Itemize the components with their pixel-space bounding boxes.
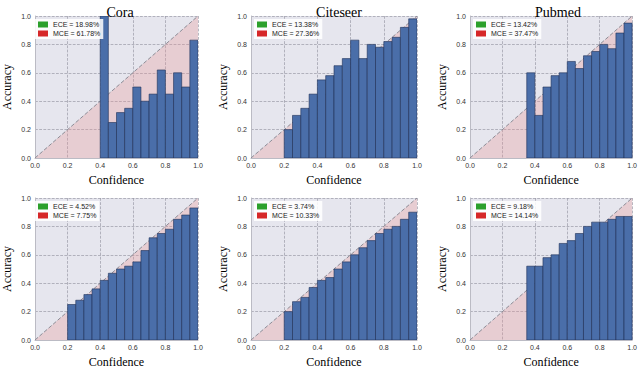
svg-text:MCE = 14.14%: MCE = 14.14% — [491, 212, 538, 219]
svg-text:0.2: 0.2 — [456, 126, 466, 133]
svg-text:0.2: 0.2 — [21, 308, 31, 315]
svg-text:0.0: 0.0 — [246, 162, 256, 169]
svg-text:0.2: 0.2 — [279, 344, 289, 351]
svg-text:Confidence: Confidence — [306, 355, 361, 369]
svg-text:1.0: 1.0 — [627, 344, 637, 351]
svg-text:1.0: 1.0 — [456, 195, 466, 202]
svg-text:1.0: 1.0 — [412, 344, 422, 351]
svg-text:ECE = 4.52%: ECE = 4.52% — [53, 203, 95, 210]
svg-text:Confidence: Confidence — [306, 173, 361, 187]
svg-text:MCE = 10.33%: MCE = 10.33% — [272, 212, 319, 219]
svg-text:Pubmed: Pubmed — [535, 5, 581, 20]
svg-text:0.6: 0.6 — [128, 344, 138, 351]
svg-text:0.0: 0.0 — [237, 155, 247, 162]
svg-text:ECE = 3.74%: ECE = 3.74% — [272, 203, 314, 210]
svg-text:0.4: 0.4 — [95, 162, 105, 169]
svg-text:ECE = 13.38%: ECE = 13.38% — [272, 21, 318, 28]
svg-text:0.4: 0.4 — [530, 162, 540, 169]
svg-text:0.0: 0.0 — [30, 344, 40, 351]
svg-text:0.8: 0.8 — [161, 162, 171, 169]
svg-text:0.2: 0.2 — [237, 308, 247, 315]
svg-text:0.0: 0.0 — [237, 337, 247, 344]
svg-text:0.4: 0.4 — [530, 344, 540, 351]
svg-text:0.8: 0.8 — [161, 344, 171, 351]
svg-text:0.2: 0.2 — [63, 344, 73, 351]
svg-text:0.0: 0.0 — [21, 337, 31, 344]
svg-text:0.4: 0.4 — [95, 344, 105, 351]
svg-text:ECE = 13.42%: ECE = 13.42% — [491, 21, 537, 28]
svg-text:0.6: 0.6 — [128, 162, 138, 169]
svg-text:0.8: 0.8 — [456, 223, 466, 230]
svg-text:Confidence: Confidence — [89, 355, 144, 369]
svg-text:0.8: 0.8 — [21, 41, 31, 48]
svg-text:0.0: 0.0 — [456, 337, 466, 344]
svg-text:Accuracy: Accuracy — [435, 64, 449, 110]
svg-text:0.0: 0.0 — [456, 155, 466, 162]
svg-text:MCE = 37.47%: MCE = 37.47% — [491, 30, 538, 37]
svg-text:ECE = 18.98%: ECE = 18.98% — [53, 21, 99, 28]
svg-text:0.0: 0.0 — [465, 344, 475, 351]
svg-text:0.8: 0.8 — [21, 223, 31, 230]
svg-text:1.0: 1.0 — [21, 195, 31, 202]
svg-text:Cora: Cora — [106, 5, 134, 20]
svg-text:0.0: 0.0 — [246, 344, 256, 351]
svg-text:0.4: 0.4 — [313, 162, 323, 169]
svg-text:0.6: 0.6 — [346, 344, 356, 351]
svg-text:0.6: 0.6 — [562, 344, 572, 351]
svg-text:0.2: 0.2 — [279, 162, 289, 169]
svg-text:Accuracy: Accuracy — [435, 246, 449, 292]
svg-text:Accuracy: Accuracy — [216, 246, 230, 292]
svg-text:0.0: 0.0 — [30, 162, 40, 169]
svg-text:0.2: 0.2 — [63, 162, 73, 169]
svg-text:Accuracy: Accuracy — [0, 246, 14, 292]
svg-text:Accuracy: Accuracy — [216, 64, 230, 110]
svg-text:0.4: 0.4 — [21, 98, 31, 105]
svg-text:0.6: 0.6 — [346, 162, 356, 169]
svg-text:0.8: 0.8 — [456, 41, 466, 48]
svg-text:0.8: 0.8 — [379, 344, 389, 351]
svg-text:0.6: 0.6 — [237, 69, 247, 76]
svg-text:Confidence: Confidence — [523, 355, 578, 369]
svg-text:0.4: 0.4 — [21, 280, 31, 287]
svg-text:0.8: 0.8 — [595, 162, 605, 169]
svg-text:0.4: 0.4 — [456, 98, 466, 105]
svg-text:ECE = 9.18%: ECE = 9.18% — [491, 203, 533, 210]
svg-text:Confidence: Confidence — [89, 173, 144, 187]
svg-text:0.4: 0.4 — [313, 344, 323, 351]
svg-text:1.0: 1.0 — [21, 13, 31, 20]
svg-text:0.8: 0.8 — [237, 41, 247, 48]
svg-text:0.6: 0.6 — [456, 251, 466, 258]
svg-text:0.0: 0.0 — [21, 155, 31, 162]
svg-text:MCE = 7.75%: MCE = 7.75% — [53, 212, 96, 219]
svg-text:Citeseer: Citeseer — [316, 5, 362, 20]
svg-text:0.2: 0.2 — [498, 162, 508, 169]
svg-text:Accuracy: Accuracy — [0, 64, 14, 110]
svg-text:0.2: 0.2 — [456, 308, 466, 315]
svg-text:Confidence: Confidence — [523, 173, 578, 187]
svg-text:1.0: 1.0 — [237, 195, 247, 202]
svg-text:0.4: 0.4 — [456, 280, 466, 287]
svg-text:0.8: 0.8 — [237, 223, 247, 230]
svg-text:0.6: 0.6 — [456, 69, 466, 76]
svg-text:1.0: 1.0 — [193, 344, 203, 351]
svg-text:0.6: 0.6 — [237, 251, 247, 258]
svg-text:0.4: 0.4 — [237, 98, 247, 105]
svg-text:0.2: 0.2 — [237, 126, 247, 133]
svg-text:0.2: 0.2 — [498, 344, 508, 351]
svg-text:0.6: 0.6 — [562, 162, 572, 169]
svg-text:1.0: 1.0 — [456, 13, 466, 20]
svg-text:0.8: 0.8 — [379, 162, 389, 169]
svg-text:0.6: 0.6 — [21, 251, 31, 258]
svg-text:MCE = 61.78%: MCE = 61.78% — [53, 30, 100, 37]
svg-text:1.0: 1.0 — [627, 162, 637, 169]
svg-text:1.0: 1.0 — [237, 13, 247, 20]
svg-text:MCE = 27.36%: MCE = 27.36% — [272, 30, 319, 37]
svg-text:1.0: 1.0 — [193, 162, 203, 169]
svg-text:1.0: 1.0 — [412, 162, 422, 169]
svg-text:0.2: 0.2 — [21, 126, 31, 133]
svg-text:0.0: 0.0 — [465, 162, 475, 169]
svg-text:0.6: 0.6 — [21, 69, 31, 76]
svg-text:0.8: 0.8 — [595, 344, 605, 351]
svg-text:0.4: 0.4 — [237, 280, 247, 287]
